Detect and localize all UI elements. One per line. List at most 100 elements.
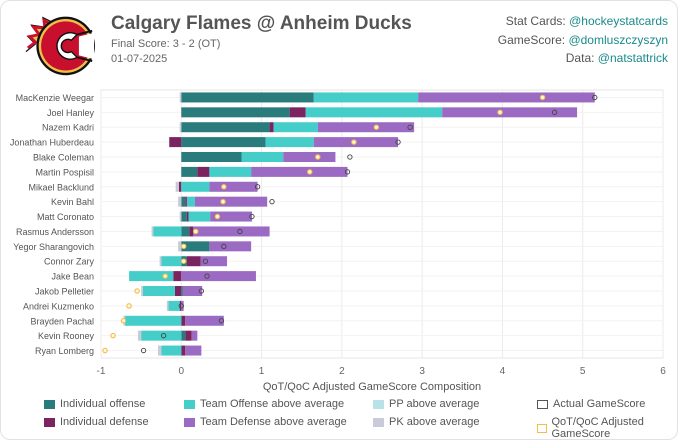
bar-segment: [283, 152, 336, 162]
bar-segment: [181, 300, 184, 311]
player-label: Connor Zary: [44, 257, 95, 267]
x-tick-label: 3: [419, 366, 425, 377]
adjusted-gamescore-marker: [102, 347, 108, 354]
bar-segment: [185, 330, 192, 341]
actual-gamescore-marker: [178, 303, 184, 309]
adjusted-gamescore-marker: [539, 94, 546, 101]
bar-segment: [161, 345, 182, 356]
bar-segment: [191, 330, 198, 341]
x-tick-label: 4: [500, 366, 506, 377]
player-label: Blake Coleman: [33, 153, 94, 163]
adjusted-gamescore-marker: [221, 184, 227, 190]
bar-segment: [186, 211, 189, 222]
actual-gamescore-marker: [160, 333, 167, 339]
adjusted-gamescore-marker: [315, 154, 321, 160]
bar-segment: [179, 122, 182, 133]
adjusted-gamescore-marker: [220, 198, 226, 205]
player-label: Jonathan Huberdeau: [10, 138, 94, 148]
player-label: Andrei Kuzmenko: [23, 301, 94, 311]
bar-segment: [181, 286, 183, 296]
player-label: Ryan Lomberg: [35, 346, 94, 356]
adjusted-gamescore-marker: [214, 213, 221, 220]
x-tick-label: 6: [660, 366, 666, 377]
bar-segment: [181, 196, 186, 207]
bar-segment: [159, 256, 162, 267]
bar-segment: [189, 226, 194, 237]
bar-segment: [168, 300, 180, 311]
bar-segment: [181, 211, 187, 222]
bar-segment: [305, 107, 443, 118]
bar-segment: [129, 271, 174, 282]
actual-gamescore-marker: [140, 347, 147, 354]
bar-segment: [141, 286, 143, 296]
adjusted-gamescore-marker: [306, 169, 313, 175]
bar-segment: [181, 152, 242, 162]
player-label: Brayden Pachal: [30, 316, 94, 326]
bar-segment: [179, 92, 182, 103]
bar-segment: [185, 315, 224, 326]
bar-segment: [185, 345, 202, 356]
bar-segment: [174, 286, 182, 296]
bar-segment: [178, 196, 182, 207]
bar-segment: [161, 256, 182, 267]
bar-segment: [181, 345, 186, 356]
bar-segment: [241, 152, 284, 162]
bar-segment: [181, 315, 186, 326]
actual-gamescore-marker: [204, 273, 210, 279]
bar-segment: [181, 330, 186, 341]
player-label: MacKenzie Weegar: [16, 93, 94, 103]
bar-segment: [182, 286, 203, 296]
bar-segment: [181, 271, 256, 282]
bar-segment: [166, 300, 169, 311]
adjusted-gamescore-marker: [162, 273, 168, 279]
x-tick-label: 5: [580, 366, 586, 377]
bar-segment: [181, 92, 314, 103]
actual-gamescore-marker: [249, 213, 255, 220]
actual-gamescore-marker: [221, 243, 227, 249]
x-tick-label: 0: [179, 366, 185, 377]
bar-segment: [178, 241, 182, 252]
adjusted-gamescore-marker: [110, 332, 116, 339]
bar-segment: [185, 196, 187, 207]
bar-segment: [186, 196, 195, 207]
player-label: Nazem Kadri: [42, 123, 94, 133]
bar-segment: [418, 92, 595, 103]
gamescore-handle[interactable]: @domluszczyszyn: [568, 32, 668, 47]
player-label: Yegor Sharangovich: [13, 242, 94, 252]
player-label: Jake Bean: [51, 272, 94, 282]
stat-cards-handle[interactable]: @hockeystatcards: [569, 14, 668, 28]
bar-segment: [442, 107, 578, 118]
bar-segment: [181, 122, 270, 133]
bar-segment: [158, 345, 162, 356]
bar-segment: [197, 166, 210, 177]
bar-segment: [313, 92, 419, 103]
bar-segment: [194, 196, 268, 207]
credit-stat-cards: Stat Cards: @hockeystatcards: [505, 14, 668, 28]
bar-segment: [273, 122, 318, 133]
bar-segment: [317, 122, 415, 133]
adjusted-gamescore-marker: [180, 258, 187, 264]
bar-segment: [186, 256, 201, 267]
bar-segment: [200, 256, 228, 267]
player-label: Kevin Rooney: [38, 331, 95, 341]
page-title: Calgary Flames @ Anheim Ducks: [111, 13, 412, 34]
adjusted-gamescore-marker: [126, 303, 132, 309]
bar-segment: [188, 211, 211, 222]
data-handle[interactable]: @natstattrick: [597, 51, 668, 65]
actual-gamescore-marker: [254, 184, 261, 190]
x-tick-label: -1: [97, 366, 106, 377]
player-label: Jakob Pelletier: [35, 287, 94, 297]
bar-segment: [181, 137, 266, 148]
bar-segment: [179, 300, 182, 311]
player-label: Martin Pospisil: [35, 167, 94, 177]
actual-gamescore-marker: [347, 154, 353, 160]
calgary-flames-logo-icon: [25, 16, 95, 76]
bar-segment: [265, 137, 314, 148]
x-tick-label: 2: [339, 366, 345, 377]
adjusted-gamescore-marker: [351, 139, 357, 145]
bar-segment: [178, 181, 182, 192]
bar-segment: [153, 226, 182, 237]
bar-segment: [251, 166, 348, 177]
